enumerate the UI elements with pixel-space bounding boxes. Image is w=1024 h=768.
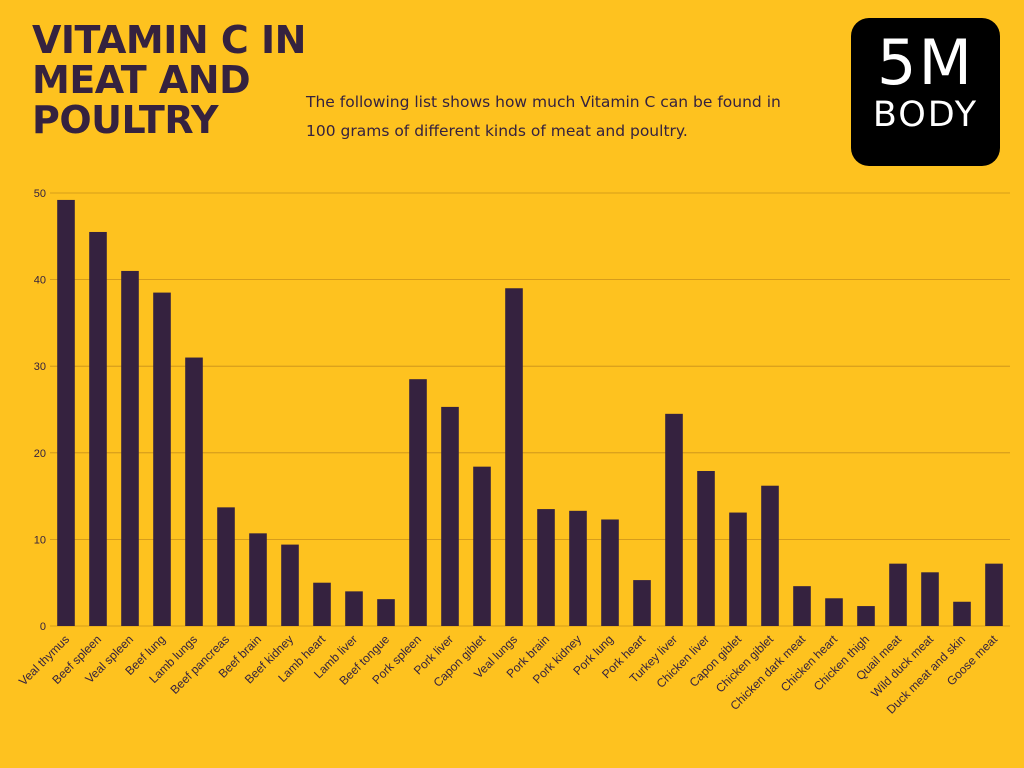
title-line-1: VITAMIN C IN [32,18,306,62]
bar [313,582,331,626]
bar [825,598,843,626]
y-tick-label: 30 [34,361,46,373]
bars [57,199,1003,627]
page-title: VITAMIN C IN MEAT AND POULTRY [32,20,306,140]
bar [345,591,363,626]
bar [729,512,747,626]
bar [249,533,267,626]
subtitle: The following list shows how much Vitami… [306,93,781,140]
bar [473,466,491,626]
bar [761,485,779,626]
bar [121,270,139,626]
y-tick-label: 40 [34,275,46,287]
bar [697,470,715,626]
bar [633,580,651,626]
bar [985,563,1003,626]
bar [953,601,971,626]
bar [441,406,459,626]
bar [377,599,395,626]
title-line-3: POULTRY [32,98,219,142]
bar [921,572,939,626]
y-axis-tick-labels: 0 10 20 30 40 50 [34,188,46,633]
bar [857,606,875,626]
y-tick-label: 20 [34,448,46,460]
bar [57,199,75,627]
y-tick-label: 10 [34,534,46,546]
brand-logo: 5M BODY [851,18,1000,166]
bar [889,563,907,626]
bar [665,413,683,626]
bar [537,509,555,626]
title-line-2: MEAT AND [32,58,251,102]
bar [89,231,107,626]
logo-sub-text: BODY [872,95,979,135]
bar [281,544,299,626]
bar [793,586,811,626]
bar [409,379,427,626]
bar [601,519,619,626]
bar [153,292,171,626]
bar [569,510,587,626]
grid-lines [50,192,1010,627]
bar [185,357,203,626]
logo-main-text: 5M [877,26,974,99]
y-tick-label: 50 [34,188,46,200]
bar [217,507,235,626]
bar [505,288,523,626]
y-tick-label: 0 [40,621,46,633]
